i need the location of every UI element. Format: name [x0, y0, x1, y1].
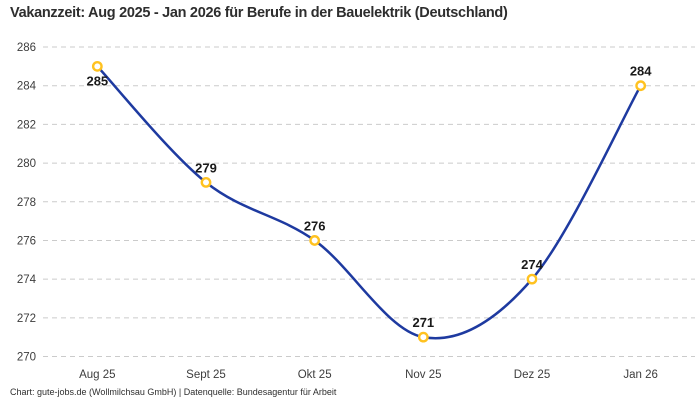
y-axis-tick-label: 276 — [17, 235, 36, 247]
x-axis-tick-label: Sept 25 — [186, 369, 226, 381]
y-axis-tick-label: 280 — [17, 158, 36, 170]
chart-source-attribution: Chart: gute-jobs.de (Wollmilchsau GmbH) … — [10, 387, 337, 397]
data-point-label: 284 — [630, 64, 652, 79]
x-axis-tick-label: Aug 25 — [79, 369, 115, 381]
data-point-marker — [526, 273, 538, 285]
y-axis-tick-label: 278 — [17, 197, 36, 209]
chart-title: Vakanzzeit: Aug 2025 - Jan 2026 für Beru… — [10, 5, 508, 21]
x-axis-tick-label: Okt 25 — [298, 369, 332, 381]
x-axis-tick-label: Dez 25 — [514, 369, 550, 381]
y-axis-tick-label: 286 — [17, 42, 36, 54]
data-point-marker — [91, 60, 103, 72]
data-point-label: 279 — [195, 160, 217, 175]
y-axis-tick-label: 274 — [17, 274, 37, 286]
y-axis-tick-label: 282 — [17, 119, 36, 131]
data-point-marker — [200, 177, 212, 188]
data-point-label: 285 — [86, 73, 108, 88]
data-point-label: 276 — [304, 218, 326, 233]
data-point-marker — [635, 80, 647, 92]
y-axis-tick-label: 272 — [17, 313, 36, 325]
x-axis-tick-label: Jan 26 — [623, 369, 658, 381]
x-axis-tick-label: Nov 25 — [405, 369, 441, 381]
y-axis-tick-label: 270 — [17, 352, 36, 364]
series-line — [96, 65, 642, 340]
data-point-label: 271 — [412, 315, 434, 330]
data-point-label: 274 — [521, 257, 543, 272]
data-point-marker — [417, 331, 429, 343]
data-point-marker — [309, 235, 321, 246]
y-axis-tick-label: 284 — [17, 81, 37, 93]
